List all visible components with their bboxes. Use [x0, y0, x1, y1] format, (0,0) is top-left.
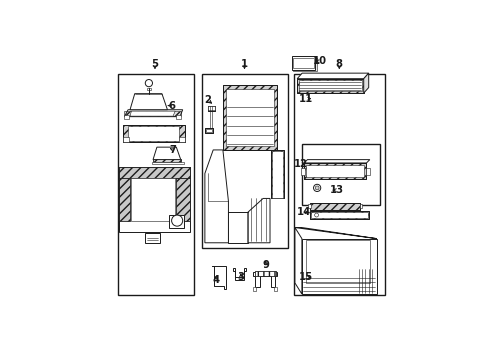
- Bar: [144, 233, 160, 243]
- Bar: [179, 138, 184, 141]
- Polygon shape: [294, 228, 376, 239]
- Polygon shape: [130, 94, 167, 110]
- Polygon shape: [130, 111, 175, 116]
- Bar: [301, 239, 376, 294]
- Bar: [124, 111, 181, 116]
- Text: 12: 12: [293, 159, 307, 169]
- Bar: [122, 125, 184, 141]
- Text: 4: 4: [212, 275, 219, 285]
- Bar: [309, 203, 359, 210]
- Text: 10: 10: [312, 56, 325, 66]
- Bar: [122, 138, 128, 141]
- Bar: [208, 107, 214, 110]
- Bar: [292, 58, 316, 71]
- Bar: [253, 287, 256, 291]
- Circle shape: [171, 215, 183, 226]
- Bar: [309, 203, 359, 210]
- Text: 14: 14: [296, 207, 310, 217]
- Bar: [271, 150, 284, 198]
- Bar: [226, 89, 273, 146]
- Bar: [146, 87, 151, 90]
- Bar: [119, 177, 130, 221]
- Circle shape: [314, 213, 318, 217]
- Text: 7: 7: [169, 145, 176, 155]
- Text: 8: 8: [335, 59, 342, 69]
- Bar: [124, 115, 129, 118]
- Bar: [128, 126, 179, 141]
- Bar: [365, 168, 369, 175]
- Polygon shape: [294, 228, 301, 294]
- Bar: [130, 177, 175, 221]
- Text: 11: 11: [298, 94, 312, 104]
- Bar: [119, 177, 130, 221]
- Bar: [293, 74, 384, 296]
- Text: 13: 13: [329, 185, 343, 195]
- Polygon shape: [204, 150, 228, 243]
- Bar: [207, 105, 215, 111]
- Bar: [119, 167, 189, 177]
- Bar: [298, 80, 362, 91]
- Bar: [310, 212, 367, 218]
- Bar: [307, 204, 310, 208]
- Polygon shape: [232, 268, 246, 280]
- Circle shape: [315, 186, 319, 190]
- Bar: [300, 168, 305, 175]
- Text: 6: 6: [168, 100, 175, 111]
- Bar: [309, 211, 368, 219]
- Polygon shape: [363, 73, 368, 93]
- Bar: [297, 79, 363, 93]
- Bar: [168, 215, 183, 228]
- Bar: [272, 151, 283, 198]
- Bar: [119, 167, 189, 232]
- Bar: [207, 105, 215, 111]
- Polygon shape: [304, 159, 369, 163]
- Bar: [117, 74, 193, 296]
- Bar: [204, 128, 212, 133]
- Bar: [119, 167, 189, 177]
- Text: 9: 9: [262, 260, 269, 270]
- Bar: [204, 128, 212, 133]
- Bar: [176, 115, 181, 118]
- Bar: [254, 271, 275, 276]
- Bar: [254, 271, 275, 276]
- Bar: [205, 129, 211, 132]
- Bar: [223, 85, 276, 150]
- Bar: [271, 150, 284, 198]
- Bar: [291, 56, 315, 69]
- Polygon shape: [153, 147, 181, 159]
- Bar: [304, 163, 366, 179]
- Bar: [359, 204, 362, 208]
- Text: 2: 2: [204, 95, 211, 105]
- Bar: [309, 211, 368, 219]
- Bar: [223, 85, 276, 150]
- Circle shape: [313, 184, 320, 192]
- Bar: [202, 74, 287, 248]
- Bar: [151, 162, 183, 164]
- Bar: [305, 240, 369, 283]
- Polygon shape: [211, 266, 225, 288]
- Bar: [153, 159, 181, 162]
- Polygon shape: [253, 272, 276, 287]
- Bar: [301, 144, 379, 205]
- Polygon shape: [297, 73, 368, 79]
- Circle shape: [145, 80, 152, 87]
- Text: 1: 1: [241, 59, 247, 69]
- Bar: [153, 159, 181, 162]
- Text: 15: 15: [298, 273, 312, 283]
- Text: 5: 5: [151, 59, 158, 69]
- Bar: [175, 177, 189, 221]
- Bar: [292, 58, 313, 68]
- Bar: [175, 177, 189, 221]
- Bar: [297, 79, 363, 93]
- Text: 3: 3: [237, 273, 244, 283]
- Bar: [305, 165, 364, 177]
- Polygon shape: [247, 198, 269, 243]
- Bar: [304, 163, 366, 179]
- Bar: [274, 287, 276, 291]
- Bar: [122, 125, 184, 141]
